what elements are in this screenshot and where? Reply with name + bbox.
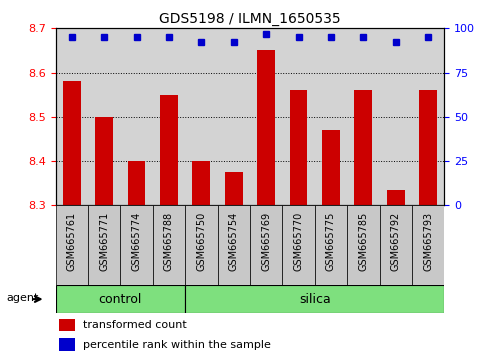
Text: GSM665792: GSM665792 (391, 212, 401, 271)
Bar (88, 205, 120, 285)
Bar (322, 130, 340, 205)
Text: GSM665754: GSM665754 (229, 212, 239, 271)
Bar (283, 205, 315, 285)
Bar (59, 319, 75, 331)
Text: percentile rank within the sample: percentile rank within the sample (83, 339, 270, 350)
Text: GSM665785: GSM665785 (358, 212, 369, 271)
Title: GDS5198 / ILMN_1650535: GDS5198 / ILMN_1650535 (159, 12, 341, 26)
Bar (412, 205, 444, 285)
Bar (217, 205, 250, 285)
Bar (250, 205, 283, 285)
Bar (257, 50, 275, 205)
Bar (63, 81, 81, 205)
Text: GSM665774: GSM665774 (131, 212, 142, 271)
Text: GSM665775: GSM665775 (326, 212, 336, 271)
Text: GSM665788: GSM665788 (164, 212, 174, 271)
Bar (290, 90, 308, 205)
Bar (380, 205, 412, 285)
Bar (160, 95, 178, 205)
Bar (225, 172, 242, 205)
Text: agent: agent (7, 293, 39, 303)
Bar (56, 285, 185, 313)
Bar (59, 338, 75, 351)
Bar (185, 285, 444, 313)
Text: control: control (99, 293, 142, 306)
Text: GSM665769: GSM665769 (261, 212, 271, 271)
Bar (192, 161, 210, 205)
Bar (347, 205, 380, 285)
Bar (419, 90, 437, 205)
Bar (153, 205, 185, 285)
Bar (120, 205, 153, 285)
Text: GSM665761: GSM665761 (67, 212, 77, 271)
Bar (387, 190, 405, 205)
Text: transformed count: transformed count (83, 320, 186, 330)
Bar (95, 117, 113, 205)
Bar (185, 205, 217, 285)
Text: silica: silica (299, 293, 331, 306)
Bar (315, 205, 347, 285)
Text: GSM665793: GSM665793 (423, 212, 433, 271)
Text: GSM665770: GSM665770 (294, 212, 303, 271)
Bar (355, 90, 372, 205)
Text: GSM665771: GSM665771 (99, 212, 109, 271)
Text: GSM665750: GSM665750 (197, 212, 206, 271)
Bar (128, 161, 145, 205)
Bar (56, 205, 88, 285)
